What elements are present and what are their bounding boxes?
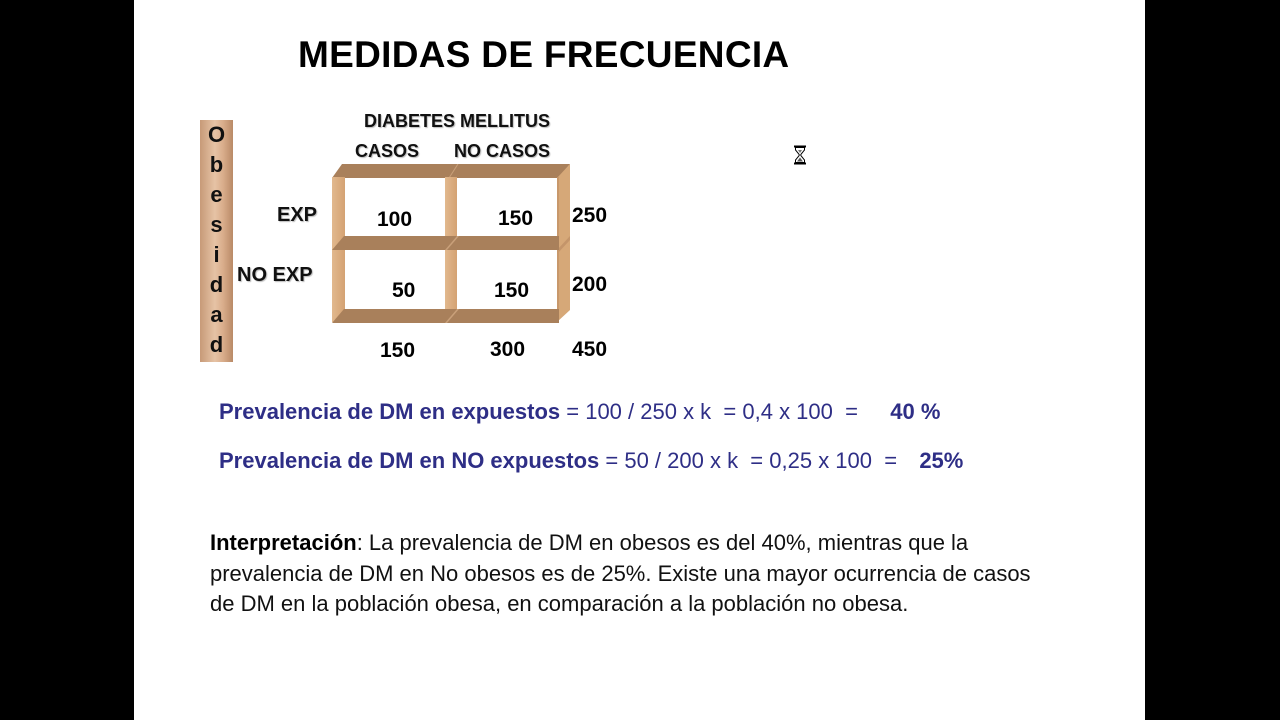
vertical-letter: a xyxy=(210,302,223,327)
vertical-letter: O xyxy=(207,122,226,147)
formula-not-exposed-result: 25% xyxy=(919,448,964,473)
slide-canvas xyxy=(134,0,1145,720)
formula-exposed-label: Prevalencia de DM en expuestos xyxy=(219,399,561,424)
obesidad-vertical-label: O b e s i d a d xyxy=(200,120,233,362)
interpretation-paragraph: Interpretación: La prevalencia de DM en … xyxy=(210,528,1040,620)
cell-noexp-no-casos: 150 xyxy=(494,279,530,302)
frame-right-side xyxy=(557,164,570,322)
vertical-letter: e xyxy=(210,182,223,207)
formula-not-exposed-label: Prevalencia de DM en NO expuestos xyxy=(219,448,600,473)
slide-title: MEDIDAS DE FRECUENCIA xyxy=(298,34,790,75)
interpretation-label: Interpretación xyxy=(210,530,357,555)
frame-middle-shelf xyxy=(332,236,559,250)
interpretation-text: : La prevalencia de DM en obesos es del … xyxy=(210,530,1031,616)
formula-not-exposed-expression: = 50 / 200 x k = 0,25 x 100 = xyxy=(599,448,910,473)
cell-noexp-casos: 50 xyxy=(392,279,416,302)
formula-not-exposed: Prevalencia de DM en NO expuestos = 50 /… xyxy=(219,448,963,474)
frame-top-bevel xyxy=(332,164,570,178)
col-total-casos: 150 xyxy=(380,339,416,362)
grand-total: 450 xyxy=(572,338,608,361)
cell-exp-casos: 100 xyxy=(377,208,413,231)
vertical-letter: d xyxy=(209,332,224,357)
col-header-casos: CASOS xyxy=(355,141,420,161)
table-top-header: DIABETES MELLITUS xyxy=(364,111,551,131)
vertical-letter: s xyxy=(210,212,223,237)
vertical-letter: b xyxy=(209,152,224,177)
frame-bottom-shelf xyxy=(332,309,559,323)
col-header-no-casos: NO CASOS xyxy=(454,141,551,161)
formula-exposed-result: 40 % xyxy=(890,399,941,424)
formula-exposed-expression: = 100 / 250 x k = 0,4 x 100 = xyxy=(560,399,877,424)
row-total-noexp: 200 xyxy=(572,273,608,296)
formula-exposed: Prevalencia de DM en expuestos = 100 / 2… xyxy=(219,399,940,425)
hourglass-icon xyxy=(794,145,806,165)
vertical-letter: i xyxy=(213,242,220,267)
row-header-exp: EXP xyxy=(277,204,318,226)
col-total-no-casos: 300 xyxy=(490,338,526,361)
vertical-letter: d xyxy=(209,272,224,297)
row-total-exp: 250 xyxy=(572,204,608,227)
row-header-no-exp: NO EXP xyxy=(237,264,313,286)
cell-exp-no-casos: 150 xyxy=(498,207,534,230)
